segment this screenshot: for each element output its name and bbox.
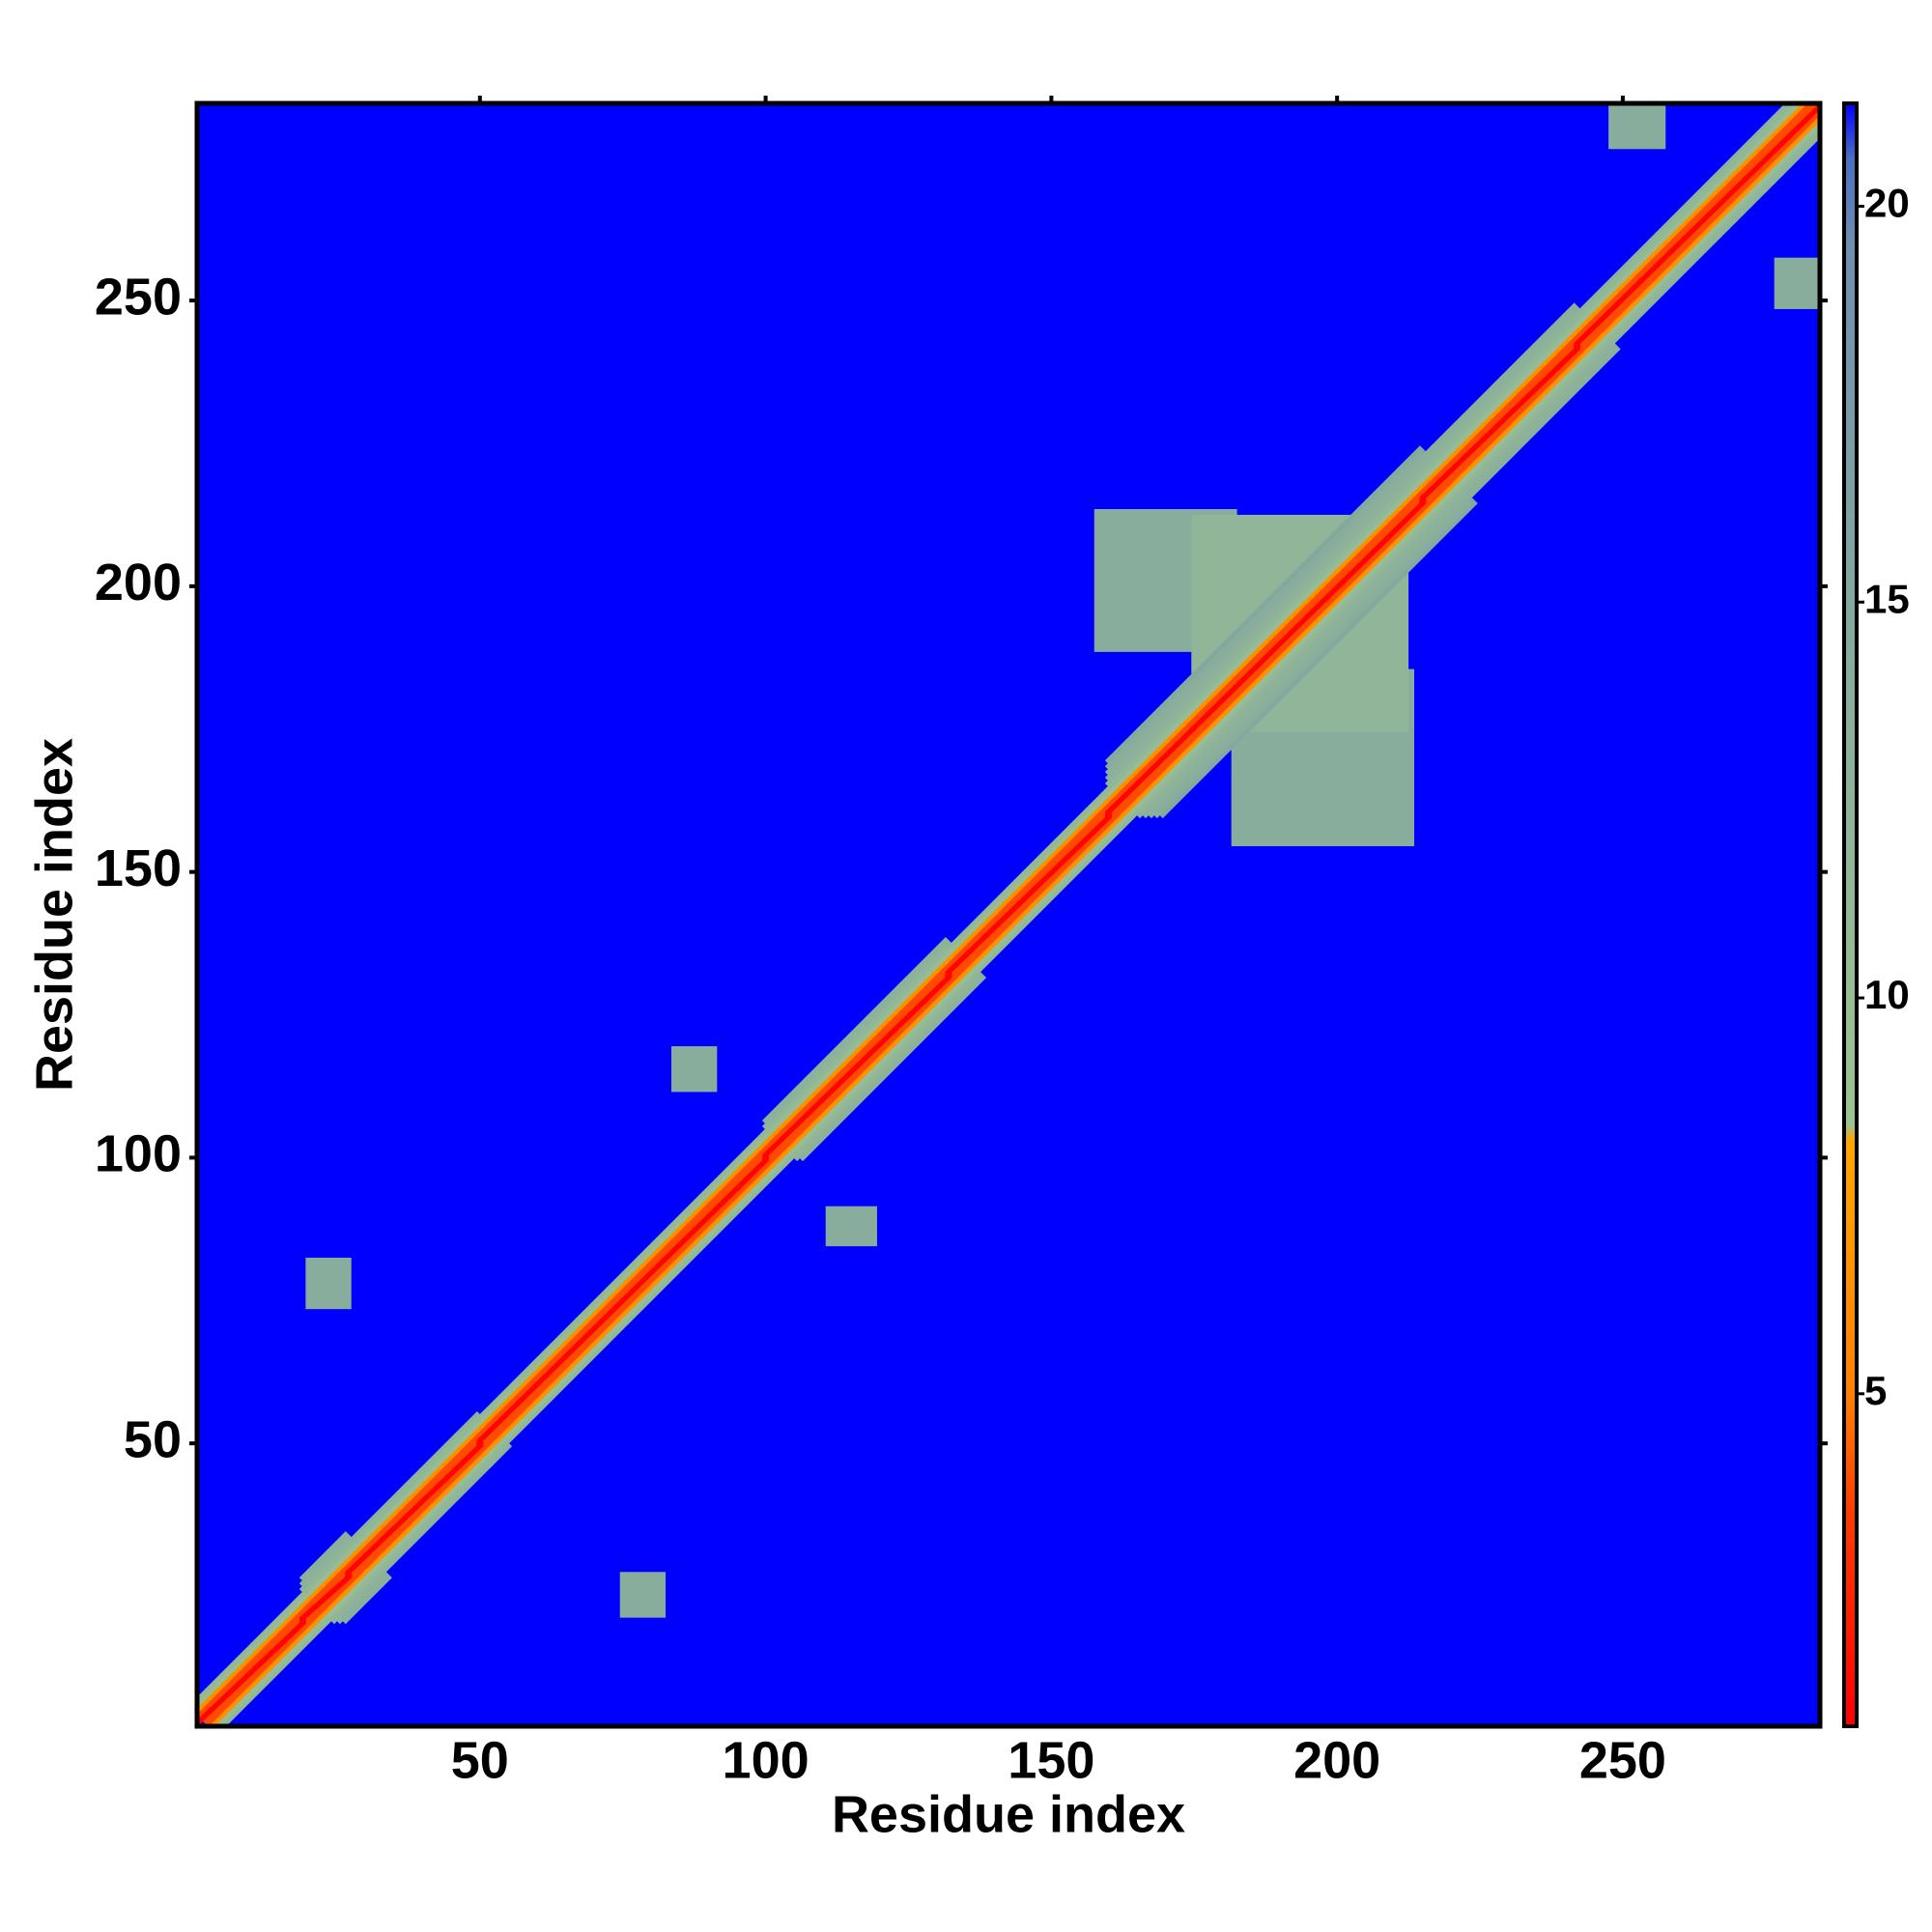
colorbar-tick-label: 15 <box>1864 576 1910 621</box>
y-tick-label: 50 <box>124 1410 182 1468</box>
heatmap-patch <box>619 1572 667 1618</box>
x-tick-label: 100 <box>723 1731 810 1789</box>
plot-border <box>194 100 1823 1729</box>
x-tick-label: 200 <box>1293 1731 1380 1789</box>
x-tick-label: 50 <box>451 1731 509 1789</box>
x-axis-title: Residue index <box>832 1785 1185 1843</box>
diagonal-strip <box>1574 103 1820 351</box>
heatmap-patch <box>670 1046 718 1093</box>
colorbar-tick-label: 20 <box>1864 181 1910 226</box>
heatmap-patch <box>1774 257 1820 309</box>
heatmap <box>197 103 1820 1726</box>
colorbar-tick-label: 10 <box>1864 972 1910 1017</box>
heatmap-patch <box>825 1206 877 1247</box>
y-tick-label: 250 <box>95 268 182 326</box>
y-tick-label: 200 <box>95 554 182 611</box>
x-tick-label: 250 <box>1579 1731 1666 1789</box>
y-axis-title: Residue index <box>25 738 83 1092</box>
colorbar <box>1842 101 1859 1728</box>
heatmap-patch <box>305 1257 352 1310</box>
x-tick-label: 150 <box>1008 1731 1094 1789</box>
y-tick-label: 150 <box>95 839 182 897</box>
y-tick-label: 100 <box>95 1125 182 1183</box>
heatmap-patch <box>1608 103 1666 150</box>
colorbar-tick-label: 5 <box>1864 1368 1887 1413</box>
